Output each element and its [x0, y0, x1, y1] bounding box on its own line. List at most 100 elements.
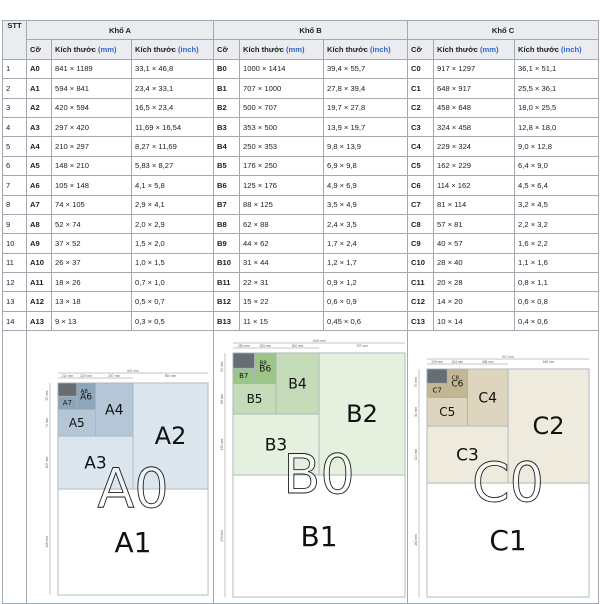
size-inch-c: 18,0 × 25,5	[514, 97, 600, 118]
sheet-8	[232, 352, 255, 369]
size-mm-a: 9 × 13	[51, 310, 132, 332]
size-code-b: B7	[213, 194, 241, 215]
stt-header: STT	[2, 20, 27, 60]
paper-size-table: STT Khổ A Khổ B Khổ C Cỡ Kích thước (mm)…	[2, 19, 600, 604]
size-mm-c: 14 × 20	[433, 291, 516, 312]
dimension-label: 648 mm	[543, 360, 555, 364]
dimension-label: 500 mm	[292, 344, 304, 348]
size-mm-c: 917 × 1297	[433, 58, 516, 80]
size-code-c: C8	[407, 213, 435, 235]
size-code-b: B3	[213, 116, 241, 138]
size-inch-b: 6,9 × 9,8	[323, 155, 409, 177]
size-inch-a: 0,5 × 0,7	[130, 291, 215, 312]
dimension-label: 105 mm	[45, 457, 49, 469]
table-row: 13 A12 13 × 18 0,5 × 0,7 B12 15 × 22 0,6 × 0,9…	[2, 291, 600, 312]
size-mm-c: 20 × 28	[433, 272, 516, 293]
size-inch-b: 19,7 × 27,8	[323, 97, 409, 118]
size-code-a: A8	[26, 213, 52, 235]
row-number: 4	[2, 116, 27, 138]
dimension-label: 841 mm	[127, 369, 139, 373]
row-number: 13	[2, 291, 27, 312]
size-code-c: C3	[407, 116, 435, 138]
size-code-c: C13	[407, 310, 435, 332]
size-label-8: B8	[259, 361, 267, 367]
dim-mm-col-header: Kích thước (mm)	[51, 39, 132, 60]
size-label-3: A3	[84, 454, 106, 474]
size-label-7: A7	[63, 399, 72, 407]
table-row: 9 A8 52 × 74 2,0 × 2,9 B8 62 × 88 2,4 × 3,5 C8 5…	[2, 213, 600, 235]
size-label-7: B7	[239, 372, 248, 380]
size-mm-b: 62 × 88	[239, 213, 325, 235]
row-number: 14	[2, 310, 27, 332]
size-label-6: C6	[451, 380, 463, 390]
size-inch-b: 9,8 × 13,9	[323, 136, 409, 157]
row-number: 1	[2, 58, 27, 80]
size-inch-a: 8,27 × 11,69	[130, 136, 215, 157]
size-mm-a: 26 × 37	[51, 252, 132, 274]
size-mm-c: 57 × 81	[433, 213, 516, 235]
table-row: 3 A2 420 × 594 16,5 × 23,4 B2 500 × 707 19,7 ×…	[2, 97, 600, 118]
size-code-a: A3	[26, 116, 52, 138]
size-code-b: B11	[213, 272, 241, 293]
size-label-5: A5	[69, 416, 85, 430]
size-code-b: B1	[213, 78, 241, 99]
dimension-label: 324 mm	[452, 360, 464, 364]
table-row: 6 A5 148 × 210 5,83 × 8,27 B5 176 × 250 6,9 × …	[2, 155, 600, 177]
size-mm-c: 229 × 324	[433, 136, 516, 157]
size-mm-a: 148 × 210	[51, 155, 132, 177]
size-inch-a: 11,69 × 16,54	[130, 116, 215, 138]
size-code-c: C4	[407, 136, 435, 157]
group-b-header: Khổ B	[213, 19, 409, 41]
size-code-a: A11	[26, 272, 52, 293]
figure-a-cell: 841 mm 594 mm 297 mm 420 mm 210 mm 148 mm 105 …	[25, 330, 215, 604]
size-code-c: C1	[407, 78, 435, 99]
size-code-b: B4	[213, 136, 241, 157]
size-inch-c: 2,2 × 3,2	[514, 213, 600, 235]
group-a-header: Khổ A	[25, 19, 215, 41]
size-mm-b: 353 × 500	[239, 116, 325, 138]
size-code-c: C6	[407, 175, 435, 196]
size-inch-c: 0,6 × 0,8	[514, 291, 600, 312]
size-inch-a: 4,1 × 5,8	[130, 175, 215, 196]
size-code-a: A2	[26, 97, 52, 118]
size-mm-a: 37 × 52	[51, 233, 132, 254]
size-inch-b: 39,4 × 55,7	[323, 58, 409, 80]
sheet-1	[232, 474, 406, 598]
size-code-a: A7	[26, 194, 52, 215]
size-code-b: B9	[213, 233, 241, 254]
size-mm-b: 707 × 1000	[239, 78, 325, 99]
table-row: 2 A1 594 × 841 23,4 × 33,1 B1 707 × 1000 27,8 …	[2, 78, 600, 99]
size-inch-b: 0,45 × 0,6	[323, 310, 409, 332]
size-inch-a: 1,0 × 1,5	[130, 252, 215, 274]
dimension-label: 125 mm	[220, 439, 224, 451]
size-inch-a: 16,5 × 23,4	[130, 97, 215, 118]
sheet-4	[95, 382, 134, 437]
table-row: 8 A7 74 × 105 2,9 × 4,1 B7 88 × 125 3,5 × 4,9 C…	[2, 194, 600, 215]
size-inch-b: 27,8 × 39,4	[323, 78, 409, 99]
size-label-1: B1	[301, 520, 338, 553]
dim-inch-col-header: Kích thước (inch)	[514, 39, 600, 60]
figure-row-blank	[2, 330, 27, 604]
dimension-label: 62 mm	[220, 362, 224, 372]
size-mm-c: 162 × 229	[433, 155, 516, 177]
size-mm-a: 13 × 18	[51, 291, 132, 312]
size-inch-b: 0,6 × 0,9	[323, 291, 409, 312]
size-code-a: A1	[26, 78, 52, 99]
size-mm-a: 594 × 841	[51, 78, 132, 99]
sheet-1	[426, 482, 590, 598]
size-label-6: A6	[80, 393, 92, 403]
row-number: 7	[2, 175, 27, 196]
size-inch-a: 23,4 × 33,1	[130, 78, 215, 99]
size-code-c: C2	[407, 97, 435, 118]
size-mm-a: 105 × 148	[51, 175, 132, 196]
size-label-4: C4	[478, 391, 497, 407]
size-inch-a: 2,9 × 4,1	[130, 194, 215, 215]
size-inch-b: 1,7 × 2,4	[323, 233, 409, 254]
size-inch-c: 4,5 × 6,4	[514, 175, 600, 196]
dim-mm-col-header: Kích thước (mm)	[239, 39, 325, 60]
dimension-label: 114 mm	[414, 449, 418, 461]
size-label-5: C5	[439, 405, 455, 419]
size-code-c: C0	[407, 58, 435, 80]
size-mm-b: 1000 × 1414	[239, 58, 325, 80]
size-code-b: B13	[213, 310, 241, 332]
